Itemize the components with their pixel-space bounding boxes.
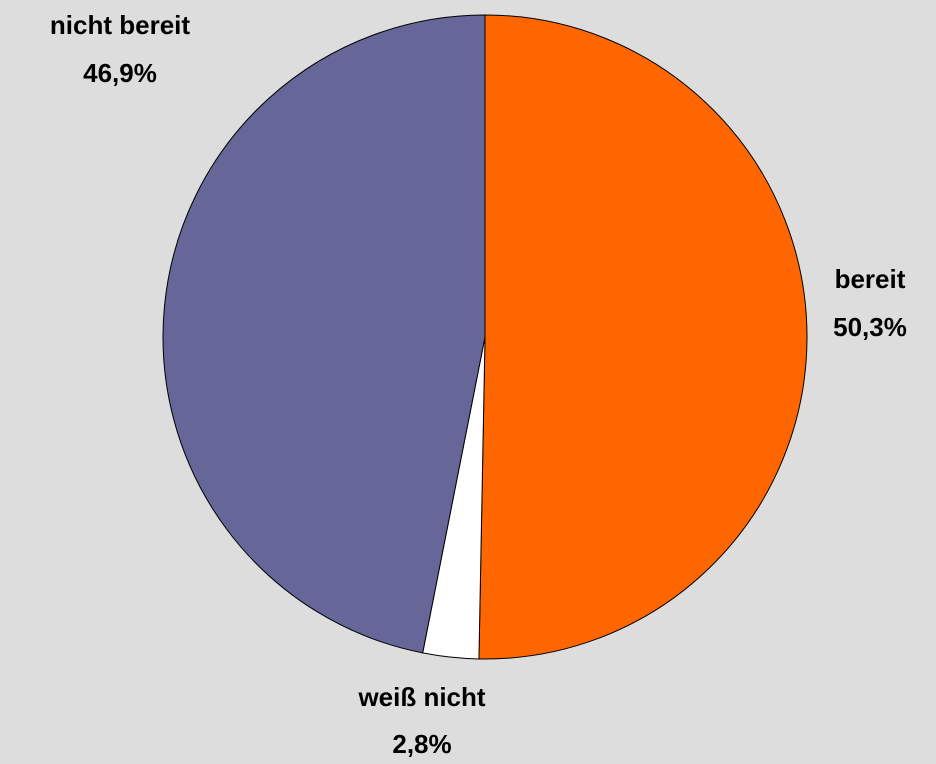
value-label: 2,8% (392, 729, 451, 759)
slice-label: bereit (835, 264, 906, 294)
pie-slice (478, 14, 808, 660)
value-label: 46,9% (83, 58, 157, 88)
value-label: 50,3% (833, 312, 907, 342)
pie-slice (162, 14, 486, 654)
slice-label: weiß nicht (357, 682, 485, 712)
slice-label: nicht bereit (50, 10, 190, 40)
